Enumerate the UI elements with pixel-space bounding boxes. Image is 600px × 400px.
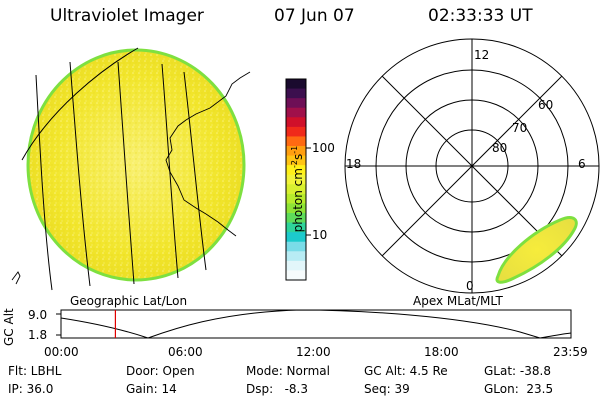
time-tick-1800: 18:00	[424, 345, 459, 359]
glat-info: GLat: -38.8	[484, 364, 551, 378]
polar-grid	[344, 38, 600, 294]
time-tick-1200: 12:00	[296, 345, 331, 359]
mlt-label-12: 12	[474, 48, 490, 62]
ip-info: IP: 36.0	[8, 382, 54, 396]
coastline	[165, 71, 251, 237]
seq-info: Seq: 39	[364, 382, 410, 396]
colorbar-cell	[286, 79, 306, 90]
latitude-line	[21, 47, 139, 161]
colorbar-cell	[286, 251, 306, 262]
mlt-label-6: 6	[578, 157, 586, 171]
date: 07 Jun 07	[274, 6, 355, 26]
colorbar-cell	[286, 270, 306, 281]
colorbar-cell	[286, 222, 306, 233]
alt-tick-1-8: 1.8	[28, 328, 48, 342]
door-info: Door: Open	[126, 364, 195, 378]
gain-info: Gain: 14	[126, 382, 177, 396]
colorbar-cell	[286, 241, 306, 252]
meridian-line	[69, 61, 91, 287]
colorbar-cell	[286, 232, 306, 243]
dsp-info: Dsp: -8.3	[246, 382, 309, 396]
mlat-label-60: 60	[538, 98, 554, 112]
coastline	[11, 271, 21, 285]
altitude-curve	[60, 309, 572, 339]
colorbar-tick-10: 10	[312, 228, 328, 242]
mlt-label-18: 18	[346, 157, 362, 171]
colorbar-cell	[286, 88, 306, 99]
meridian-line	[35, 74, 53, 291]
mlt-label-0: 0	[466, 279, 474, 293]
meridian-line	[117, 61, 135, 285]
meridian-line	[161, 63, 179, 279]
time: 02:33:33 UT	[428, 6, 533, 26]
gc-alt-info: GC Alt: 4.5 Re	[364, 364, 448, 378]
colorbar-cell	[286, 165, 306, 176]
glon-info: GLon: 23.5	[484, 382, 554, 396]
colorbar-cell	[286, 184, 306, 195]
alt-tick-9: 9.0	[28, 308, 48, 322]
title: Ultraviolet Imager	[50, 6, 204, 26]
colorbar-cell	[286, 260, 306, 272]
colorbar-cell	[286, 174, 306, 185]
filter-info: Flt: LBHL	[8, 364, 62, 378]
apex-caption: Apex MLat/MLT	[413, 294, 503, 308]
colorbar-cell	[286, 155, 306, 166]
colorbar-cell	[286, 126, 306, 138]
time-tick-0600: 06:00	[168, 345, 203, 359]
colorbar-unit-label: photon cm-2s-1	[290, 145, 305, 233]
colorbar-cell	[286, 98, 306, 109]
colorbar	[285, 78, 311, 281]
meridian-line	[183, 71, 207, 271]
mode-info: Mode: Normal	[246, 364, 330, 378]
mlat-label-70: 70	[512, 121, 528, 135]
colorbar-cell	[286, 117, 306, 128]
colorbar-cell	[286, 136, 306, 147]
colorbar-cell	[286, 203, 306, 214]
gc-alt-axis-title: GC Alt	[2, 308, 16, 346]
colorbar-tick-100: 100	[312, 141, 335, 155]
time-tick-0000: 00:00	[44, 345, 79, 359]
altitude-plot	[56, 309, 572, 339]
colorbar-cell	[286, 107, 306, 118]
geographic-caption: Geographic Lat/Lon	[70, 294, 188, 308]
colorbar-cell	[286, 193, 306, 205]
time-tick-2359: 23:59	[553, 345, 588, 359]
aurora-region	[495, 216, 578, 284]
colorbar-cell	[286, 213, 306, 224]
mlat-label-80: 80	[492, 141, 508, 155]
colorbar-cell	[286, 146, 306, 157]
geographic-globe	[11, 47, 251, 291]
